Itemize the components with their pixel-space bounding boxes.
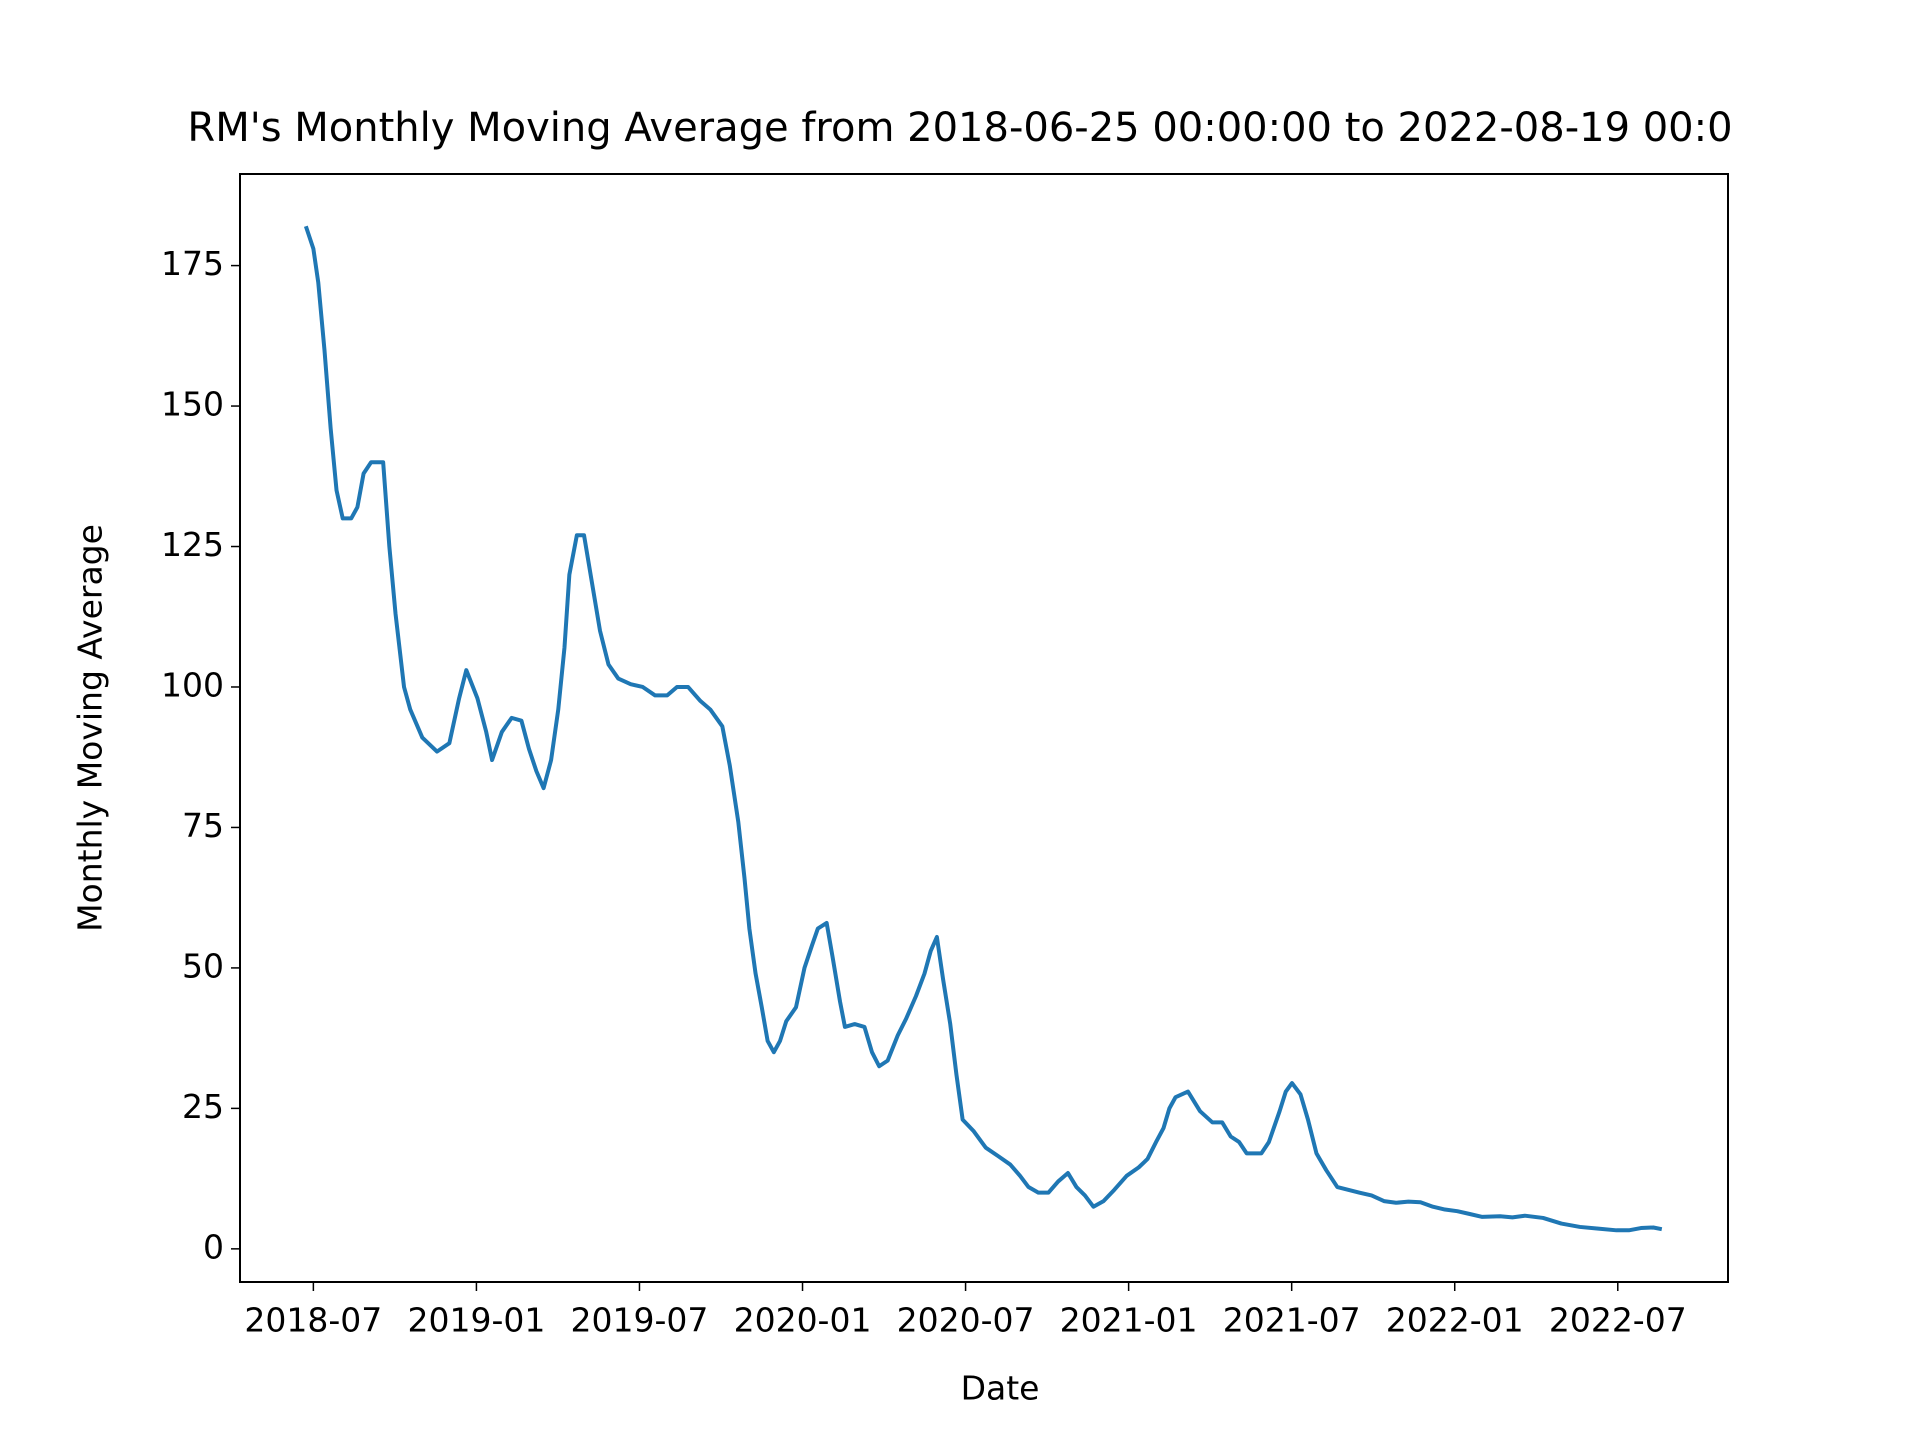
plot-frame <box>239 173 1729 1283</box>
chart-title: RM's Monthly Moving Average from 2018-06… <box>187 105 1732 151</box>
x-tick-label: 2021-07 <box>1223 1301 1361 1340</box>
y-tick-label: 100 <box>161 665 224 704</box>
data-line <box>303 225 1663 1233</box>
y-tick-label: 25 <box>182 1087 224 1126</box>
x-tick-label: 2021-01 <box>1060 1301 1198 1340</box>
y-axis-label: Monthly Moving Average <box>71 524 110 932</box>
y-tick-label: 175 <box>161 244 224 283</box>
x-tick-label: 2022-07 <box>1549 1301 1687 1340</box>
x-axis-label: Date <box>961 1369 1040 1408</box>
x-tick-label: 2019-07 <box>571 1301 709 1340</box>
y-tick-label: 150 <box>161 385 224 424</box>
y-tick-label: 75 <box>182 806 224 845</box>
x-tick-label: 2020-01 <box>734 1301 872 1340</box>
y-tick-label: 50 <box>182 946 224 985</box>
x-tick-label: 2022-01 <box>1386 1301 1524 1340</box>
y-tick-label: 0 <box>203 1227 224 1266</box>
x-tick-label: 2019-01 <box>407 1301 545 1340</box>
y-tick-label: 125 <box>161 525 224 564</box>
x-tick-label: 2020-07 <box>897 1301 1035 1340</box>
x-tick-label: 2018-07 <box>244 1301 382 1340</box>
